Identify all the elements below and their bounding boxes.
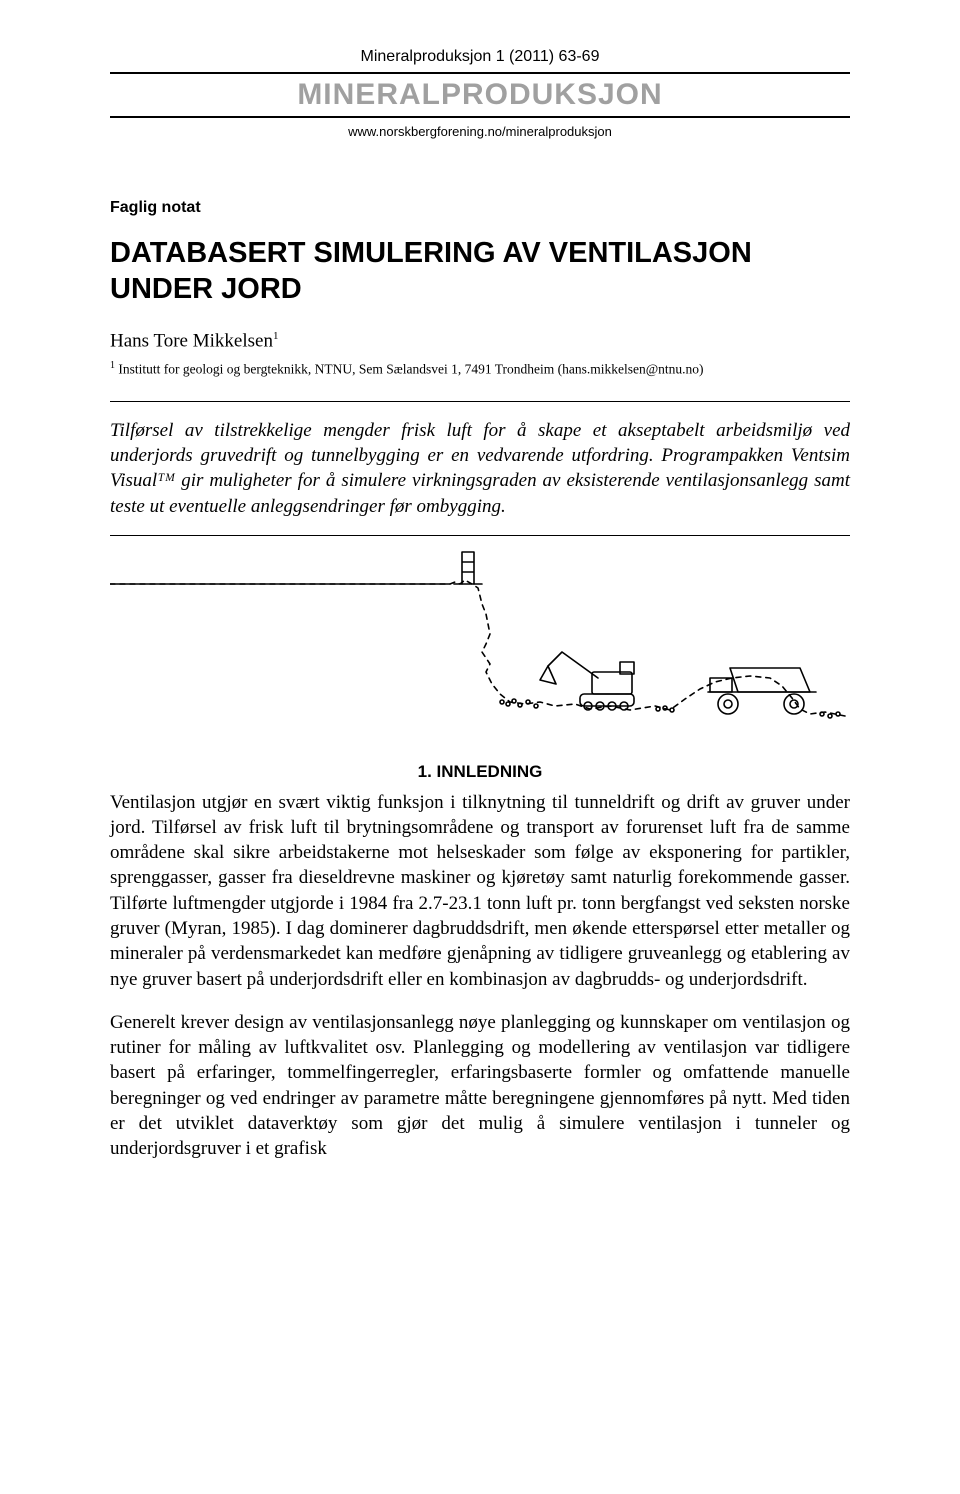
masthead-rule-top [110, 72, 850, 74]
article-kicker: Faglig notat [110, 199, 850, 217]
body-paragraph-2: Generelt krever design av ventilasjonsan… [110, 1010, 850, 1162]
article-title: DATABASERT SIMULERING AV VENTILASJON UND… [110, 235, 850, 308]
affiliation-line: 1 Institutt for geologi og bergteknikk, … [110, 360, 850, 378]
abstract: Tilførsel av tilstrekkelige mengder fris… [110, 418, 850, 518]
site-url: www.norskbergforening.no/mineralproduksj… [110, 124, 850, 139]
page: Mineralproduksjon 1 (2011) 63-69 MINERAL… [0, 0, 960, 1494]
masthead-rule-bottom [110, 116, 850, 118]
mining-figure [110, 544, 850, 744]
rule-above-abstract [110, 401, 850, 402]
author-name: Hans Tore Mikkelsen [110, 330, 273, 351]
affiliation-sup: 1 [110, 360, 115, 371]
section-heading: 1. INNLEDNING [110, 762, 850, 782]
running-head: Mineralproduksjon 1 (2011) 63-69 [110, 48, 850, 66]
body-paragraph-1: Ventilasjon utgjør en svært viktig funks… [110, 790, 850, 992]
affiliation-text: Institutt for geologi og bergteknikk, NT… [118, 361, 703, 376]
rule-below-abstract [110, 535, 850, 536]
author-sup: 1 [273, 330, 279, 342]
author-line: Hans Tore Mikkelsen1 [110, 330, 850, 352]
mining-svg [110, 544, 850, 744]
journal-masthead: MINERALPRODUKSJON [110, 76, 850, 116]
